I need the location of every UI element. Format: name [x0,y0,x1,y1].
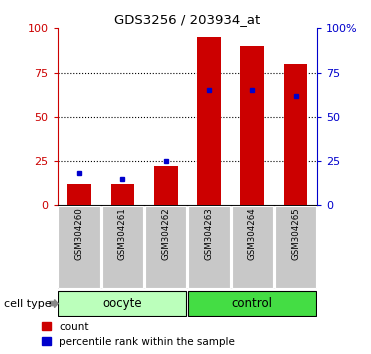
FancyBboxPatch shape [102,206,143,288]
FancyBboxPatch shape [232,206,273,288]
FancyBboxPatch shape [275,206,316,288]
FancyBboxPatch shape [145,206,187,288]
Text: GSM304264: GSM304264 [248,207,257,260]
FancyBboxPatch shape [58,206,100,288]
Text: GSM304262: GSM304262 [161,207,170,260]
Bar [284,64,308,205]
Text: cell type: cell type [4,298,51,309]
FancyBboxPatch shape [58,291,187,316]
Text: GSM304265: GSM304265 [291,207,300,260]
Legend: count, percentile rank within the sample: count, percentile rank within the sample [42,322,235,347]
FancyBboxPatch shape [188,291,316,316]
Text: oocyte: oocyte [103,297,142,310]
Title: GDS3256 / 203934_at: GDS3256 / 203934_at [114,13,260,26]
Bar [154,166,178,205]
Bar [240,46,264,205]
Bar [111,184,134,205]
Text: control: control [232,297,273,310]
FancyBboxPatch shape [188,206,230,288]
Bar [197,37,221,205]
Bar [67,184,91,205]
Text: GSM304260: GSM304260 [75,207,83,260]
FancyBboxPatch shape [58,205,317,289]
Text: GSM304261: GSM304261 [118,207,127,260]
Text: GSM304263: GSM304263 [204,207,213,260]
